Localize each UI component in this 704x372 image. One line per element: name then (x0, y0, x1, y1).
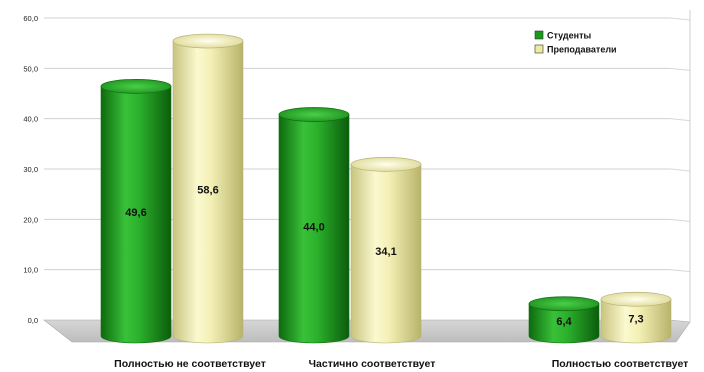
legend-swatch (534, 30, 544, 40)
y-tick-label: 20,0 (23, 215, 38, 224)
data-label: 58,6 (197, 185, 218, 197)
y-tick-label: 40,0 (23, 115, 38, 124)
y-tick-label: 50,0 (23, 64, 38, 73)
gridline-depth (669, 118, 691, 122)
gridline-depth (669, 17, 691, 21)
bar (172, 33, 244, 344)
bar-body (278, 114, 350, 344)
legend-label: Студенты (547, 31, 591, 41)
bar-top (528, 296, 600, 312)
category-label: Полностью не соответствует (114, 358, 266, 370)
bar (528, 296, 600, 344)
data-label: 44,0 (303, 221, 324, 233)
bar (278, 107, 350, 344)
gridline-depth (669, 218, 691, 222)
bar-top (600, 291, 672, 307)
data-label: 6,4 (556, 316, 572, 328)
data-label: 7,3 (628, 314, 643, 326)
y-tick-label: 10,0 (23, 266, 38, 275)
legend-label: Преподаватели (547, 45, 617, 55)
bar (600, 291, 672, 344)
bar-top (100, 78, 172, 94)
bar-top (172, 33, 244, 49)
bar-top (278, 107, 350, 122)
y-tick-label: 0,0 (28, 316, 38, 325)
legend-swatch (534, 44, 544, 54)
data-label: 49,6 (125, 207, 146, 219)
bar-body (100, 86, 172, 344)
bar (100, 78, 172, 344)
gridline-depth (669, 168, 691, 172)
data-label: 34,1 (375, 246, 396, 258)
gridline-depth (669, 67, 691, 71)
category-label: Частично соответствует (309, 358, 436, 370)
bar-body (600, 298, 672, 344)
bar-body (172, 40, 244, 344)
bar-body (528, 303, 600, 344)
y-tick-label: 30,0 (23, 165, 38, 174)
bar-top (350, 157, 422, 172)
category-label: Полностью соответствует (552, 358, 689, 370)
y-tick-label: 60,0 (23, 14, 38, 23)
bar-body (350, 164, 422, 344)
bar (350, 157, 422, 344)
gridline-depth (669, 269, 691, 273)
